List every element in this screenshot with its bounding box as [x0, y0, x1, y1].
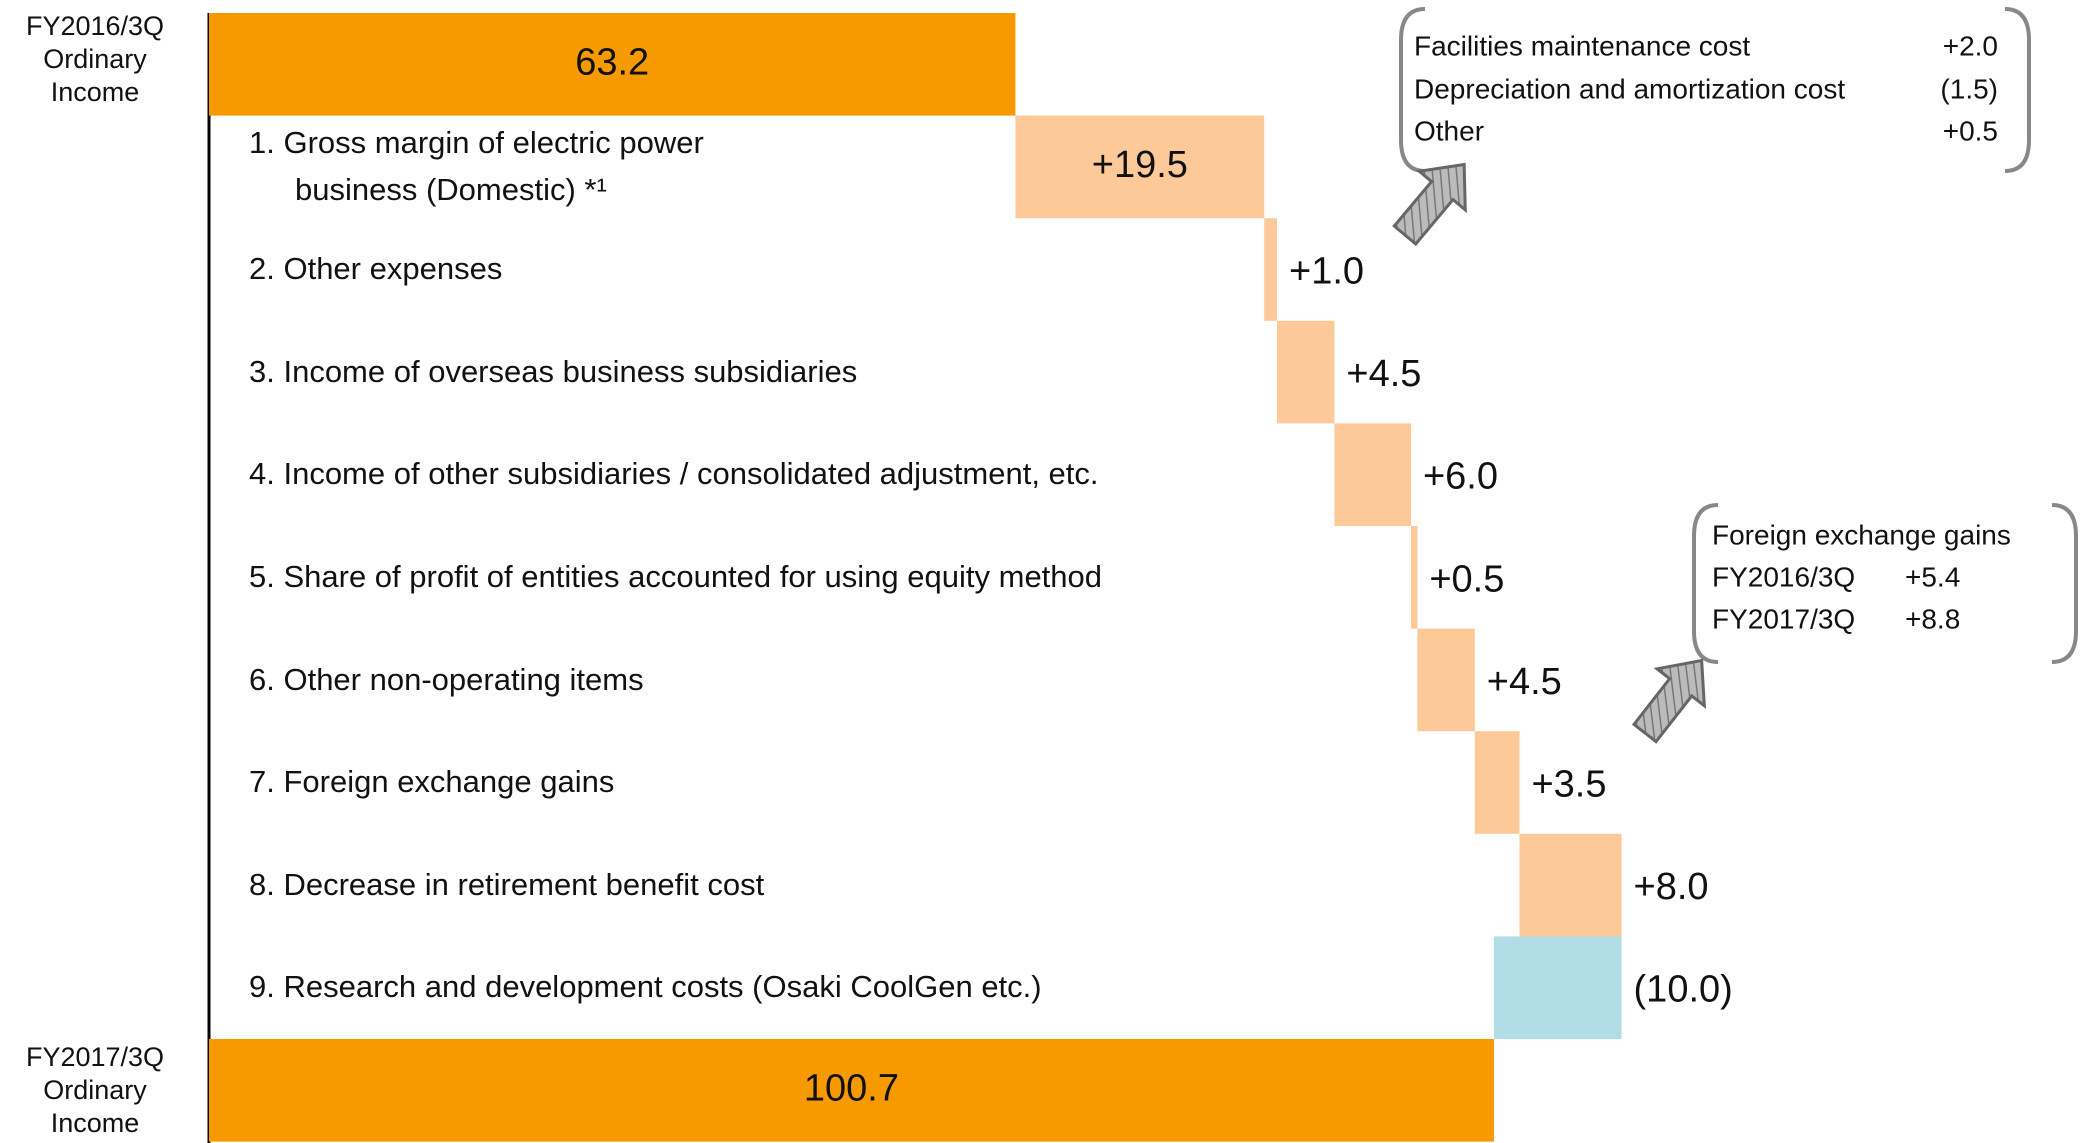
annotation-value: +2.0 — [1943, 30, 1998, 61]
category-label: 9. Research and development costs (Osaki… — [249, 969, 1042, 1005]
category-label: 6. Other non-operating items — [249, 661, 644, 697]
annotation-value: +5.4 — [1905, 561, 1960, 592]
annotation-value: +8.8 — [1905, 603, 1960, 634]
bar — [1015, 115, 1265, 219]
annotation-label: Depreciation and amortization cost — [1414, 73, 1845, 104]
value-label: 63.2 — [575, 41, 649, 83]
value-label: +4.5 — [1346, 353, 1421, 395]
value-label: 100.7 — [804, 1067, 899, 1109]
category-label: 3. Income of overseas business subsidiar… — [249, 353, 858, 389]
bar — [1519, 833, 1622, 937]
annotation-value: (1.5) — [1940, 73, 1998, 104]
bar — [1474, 731, 1520, 834]
category-label: 4. Income of other subsidiaries / consol… — [249, 456, 1099, 492]
category-label: 2. Other expenses — [249, 251, 503, 287]
annotation-label: Facilities maintenance cost — [1414, 30, 1750, 61]
annotation-title: Foreign exchange gains — [1712, 519, 2011, 550]
value-label: +0.5 — [1429, 558, 1504, 600]
bracket — [1399, 7, 1426, 173]
value-label: +3.5 — [1531, 764, 1606, 806]
bar — [1277, 320, 1335, 424]
category-label: 5. Share of profit of entities accounted… — [249, 559, 1103, 595]
bracket — [2004, 7, 2031, 173]
bar — [209, 1039, 1494, 1142]
value-label: +8.0 — [1634, 866, 1709, 908]
value-label: +19.5 — [1092, 144, 1188, 186]
value-label: (10.0) — [1634, 969, 1733, 1011]
category-label: 7. Foreign exchange gains — [249, 764, 615, 800]
bar — [1334, 423, 1411, 526]
category-label: 1. Gross margin of electric power busine… — [249, 125, 704, 207]
annotation-label: FY2016/3Q — [1712, 561, 1855, 592]
bar — [1493, 936, 1622, 1039]
value-label: +4.5 — [1487, 661, 1562, 703]
bracket — [1692, 503, 1719, 664]
category-label: FY2016/3Q Ordinary Income — [25, 10, 165, 107]
bracket — [2051, 503, 2078, 664]
value-label: +6.0 — [1423, 456, 1498, 498]
annotation-value: +0.5 — [1943, 115, 1998, 146]
arrow — [1392, 162, 1467, 247]
bar — [209, 13, 1016, 116]
bar — [1417, 628, 1475, 732]
value-label: +1.0 — [1289, 251, 1364, 293]
annotation-label: FY2017/3Q — [1712, 603, 1855, 634]
category-label: 8. Decrease in retirement benefit cost — [249, 866, 765, 902]
bar — [1410, 526, 1418, 629]
arrow — [1631, 658, 1707, 744]
category-label: FY2017/3Q Ordinary Income — [25, 1041, 165, 1138]
bar — [1264, 218, 1278, 321]
annotation-label: Other — [1414, 115, 1484, 146]
